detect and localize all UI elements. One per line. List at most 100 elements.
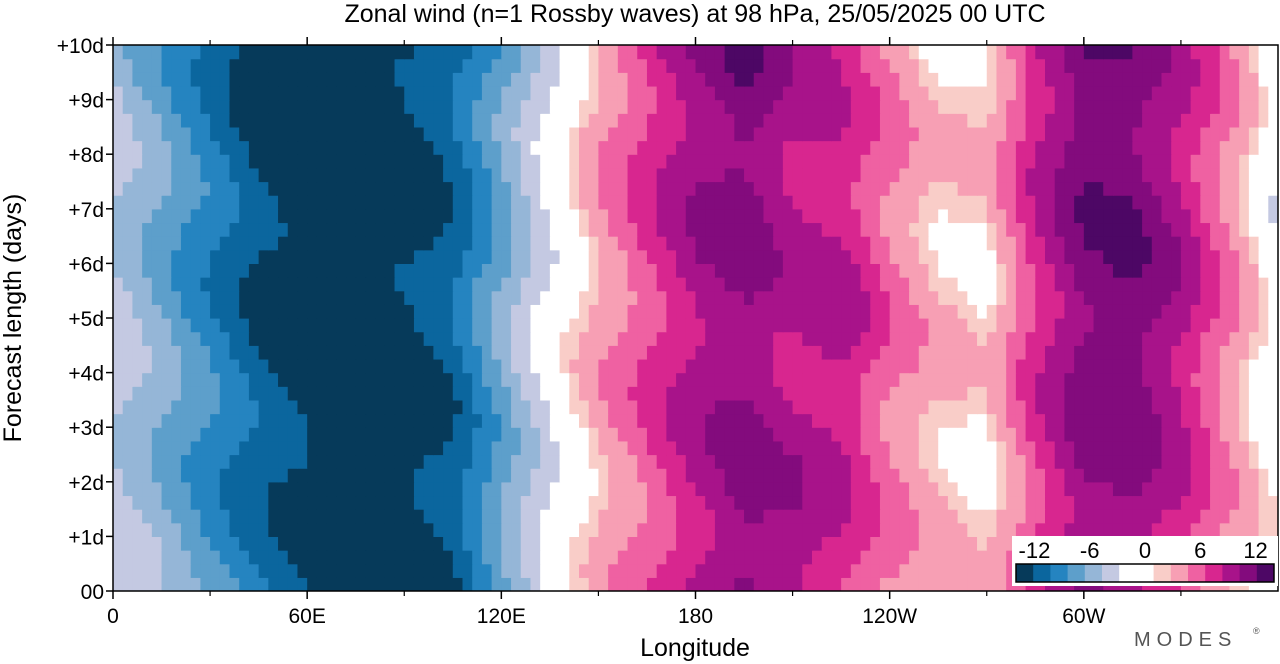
- heatmap-cell: [744, 413, 755, 428]
- heatmap-cell: [530, 577, 541, 591]
- heatmap-cell: [530, 358, 541, 374]
- heatmap-cell: [792, 85, 803, 101]
- heatmap-cell: [608, 58, 619, 73]
- heatmap-cell: [375, 386, 386, 401]
- heatmap-cell: [1132, 345, 1143, 360]
- heatmap-cell: [520, 563, 532, 578]
- heatmap-cell: [559, 481, 570, 497]
- heatmap-cell: [889, 99, 900, 114]
- heatmap-cell: [1248, 140, 1260, 155]
- heatmap-cell: [879, 427, 891, 442]
- heatmap-cell: [132, 113, 143, 128]
- heatmap-cell: [947, 522, 959, 537]
- heatmap-cell: [394, 208, 405, 224]
- heatmap-cell: [909, 413, 920, 428]
- heatmap-cell: [831, 440, 842, 456]
- heatmap-cell: [957, 58, 968, 73]
- heatmap-cell: [646, 386, 658, 401]
- heatmap-cell: [1074, 126, 1085, 142]
- colorbar-legend: -12 -6 0 6 12: [1012, 536, 1278, 586]
- heatmap-cell: [957, 440, 968, 456]
- heatmap-cell: [1180, 331, 1192, 346]
- heatmap-cell: [530, 345, 541, 360]
- heatmap-cell: [744, 113, 755, 128]
- heatmap-cell: [1025, 372, 1036, 387]
- heatmap-cell: [161, 304, 172, 319]
- heatmap-cell: [646, 563, 658, 578]
- heatmap-cell: [142, 290, 153, 305]
- heatmap-cell: [753, 413, 765, 428]
- heatmap-cell: [355, 263, 367, 278]
- heatmap-cell: [180, 550, 192, 565]
- heatmap-cell: [753, 126, 765, 142]
- heatmap-cell: [938, 72, 949, 87]
- heatmap-cell: [122, 372, 134, 387]
- heatmap-cell: [637, 509, 648, 524]
- heatmap-cell: [763, 249, 774, 264]
- heatmap-cell: [549, 154, 561, 169]
- heatmap-cell: [831, 372, 842, 387]
- heatmap-cell: [443, 454, 454, 469]
- heatmap-cell: [462, 140, 473, 155]
- heatmap-cell: [773, 154, 784, 169]
- heatmap-cell: [413, 440, 425, 456]
- heatmap-cell: [947, 113, 959, 128]
- heatmap-cell: [1025, 208, 1036, 224]
- heatmap-cell: [714, 427, 726, 442]
- heatmap-cell: [821, 399, 833, 415]
- heatmap-cell: [1074, 181, 1085, 196]
- heatmap-cell: [161, 372, 172, 387]
- heatmap-cell: [1200, 481, 1211, 497]
- heatmap-cell: [744, 577, 755, 591]
- heatmap-cell: [579, 536, 590, 551]
- heatmap-cell: [248, 208, 260, 224]
- heatmap-cell: [831, 550, 842, 565]
- heatmap-cell: [734, 386, 745, 401]
- heatmap-cell: [404, 536, 415, 551]
- heatmap-cell: [132, 195, 143, 210]
- heatmap-cell: [171, 126, 182, 142]
- heatmap-cell: [627, 208, 638, 224]
- heatmap-cell: [491, 440, 502, 456]
- heatmap-cell: [443, 563, 454, 578]
- heatmap-cell: [491, 331, 502, 346]
- heatmap-cell: [511, 126, 522, 142]
- heatmap-cell: [831, 481, 842, 497]
- heatmap-cell: [569, 454, 580, 469]
- heatmap-cell: [928, 345, 939, 360]
- heatmap-cell: [676, 99, 687, 114]
- heatmap-cell: [957, 167, 968, 183]
- heatmap-cell: [151, 236, 163, 251]
- heatmap-cell: [705, 195, 716, 210]
- heatmap-cell: [821, 468, 833, 483]
- heatmap-cell: [501, 72, 512, 87]
- heatmap-cell: [1122, 454, 1133, 469]
- heatmap-cell: [346, 236, 357, 251]
- heatmap-cell: [1045, 468, 1056, 483]
- heatmap-cell: [1006, 85, 1017, 101]
- heatmap-cell: [122, 208, 134, 224]
- heatmap-cell: [705, 481, 716, 497]
- heatmap-cell: [598, 427, 609, 442]
- heatmap-cell: [1200, 399, 1211, 415]
- heatmap-cell: [753, 318, 765, 333]
- heatmap-cell: [355, 126, 367, 142]
- heatmap-cell: [462, 358, 473, 374]
- heatmap-cell: [540, 195, 551, 210]
- colorbar-swatch: [1050, 564, 1068, 582]
- heatmap-cell: [326, 509, 337, 524]
- heatmap-cell: [637, 345, 648, 360]
- heatmap-cell: [598, 495, 609, 510]
- heatmap-cell: [1025, 113, 1036, 128]
- heatmap-cell: [1219, 195, 1231, 210]
- heatmap-cell: [316, 290, 328, 305]
- heatmap-cell: [695, 249, 706, 264]
- heatmap-cell: [870, 154, 881, 169]
- heatmap-cell: [850, 318, 862, 333]
- heatmap-cell: [831, 509, 842, 524]
- heatmap-cell: [1006, 495, 1017, 510]
- heatmap-cell: [268, 427, 279, 442]
- heatmap-cell: [1112, 509, 1124, 524]
- heatmap-cell: [413, 195, 425, 210]
- heatmap-cell: [773, 113, 784, 128]
